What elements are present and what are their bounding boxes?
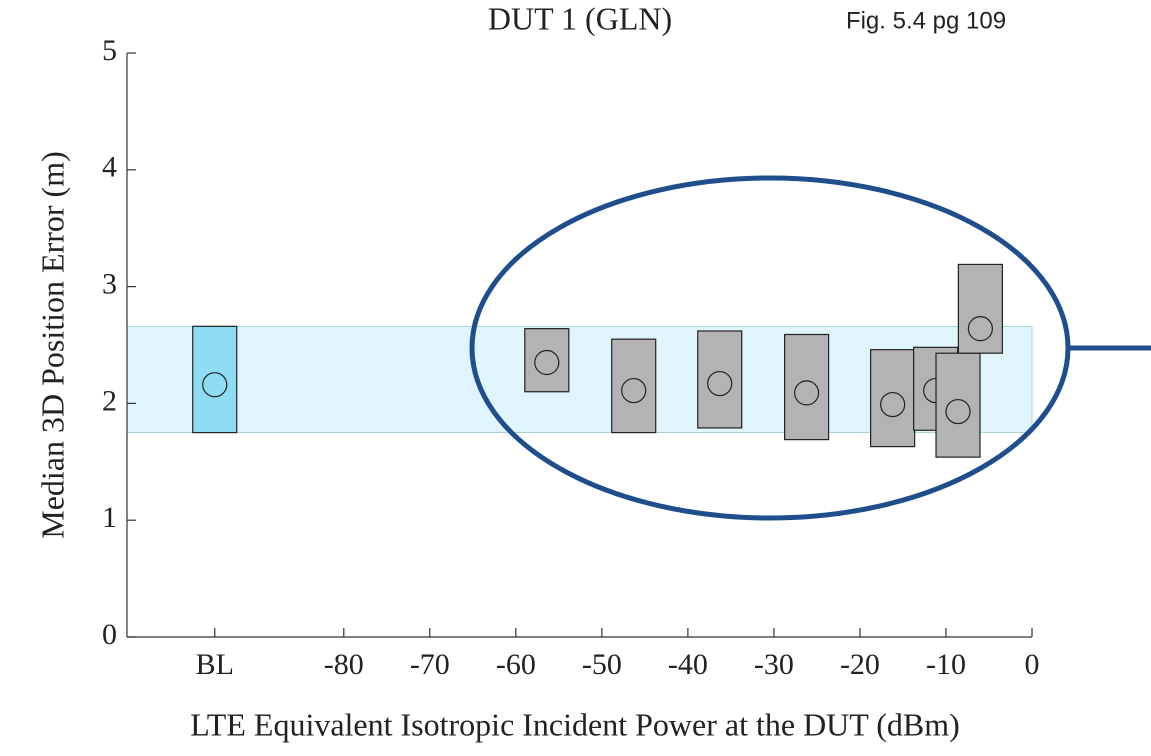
annotation: Fig. 5.4 pg 109: [846, 7, 1006, 34]
median-marker: [707, 370, 733, 397]
y-tick-label: 4: [102, 151, 117, 184]
x-tick-label: -80: [324, 648, 364, 681]
x-tick-label: -20: [840, 648, 880, 681]
y-tick-label: 5: [102, 34, 117, 67]
range-box: [935, 352, 981, 458]
x-axis-label: LTE Equivalent Isotropic Incident Power …: [190, 706, 960, 742]
range-box: [870, 349, 916, 448]
x-tick-label: -40: [668, 648, 708, 681]
median-marker: [945, 398, 971, 425]
median-marker: [967, 316, 993, 342]
x-tick-label: 0: [1025, 648, 1040, 681]
x-tick-label: -10: [926, 648, 966, 681]
median-marker: [880, 391, 906, 418]
y-tick-label: 1: [102, 501, 117, 534]
y-tick-label: 3: [102, 267, 117, 300]
range-box: [524, 328, 570, 393]
range-box: [784, 333, 830, 441]
x-tick-label: -60: [496, 648, 536, 681]
range-box: [697, 330, 743, 429]
plot-area: 0 1 2 3 4 5 BL -80 -70 -60 -50 -40 -30 -20 -10 0: [102, 34, 1040, 681]
x-tick-label: -50: [582, 648, 622, 681]
median-marker: [621, 377, 647, 404]
x-tick-label: -70: [410, 648, 450, 681]
median-marker: [794, 380, 820, 406]
range-box: [611, 338, 657, 434]
y-axis-label: Median 3D Position Error (m): [34, 151, 70, 539]
median-marker: [202, 372, 228, 398]
chart-title: DUT 1 (GLN): [488, 0, 672, 36]
median-marker: [534, 349, 560, 376]
y-tick-label: 2: [102, 384, 117, 417]
range-box: [192, 325, 238, 434]
range-box: [957, 263, 1003, 354]
y-tick-label: 0: [102, 618, 117, 651]
x-tick-label: -30: [754, 648, 794, 681]
x-tick-label: BL: [196, 648, 234, 681]
